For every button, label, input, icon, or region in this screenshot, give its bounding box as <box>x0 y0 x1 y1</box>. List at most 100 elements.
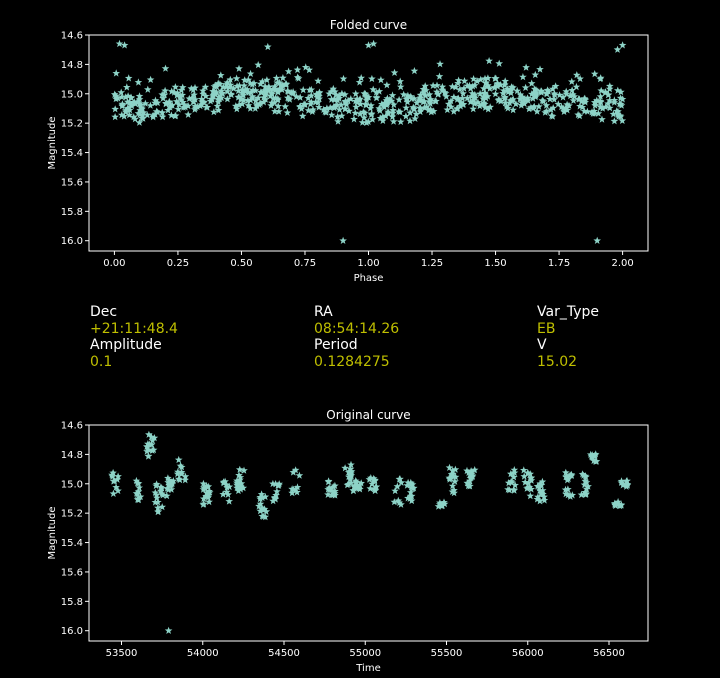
data-point <box>217 89 226 97</box>
data-point <box>622 482 631 490</box>
data-point <box>372 94 381 102</box>
y-tick-label: 16.0 <box>61 236 83 247</box>
data-point <box>588 451 597 459</box>
data-point <box>544 87 553 95</box>
data-point <box>438 82 447 91</box>
info-dec: Dec +21:11:48.4 Amplitude 0.1 <box>90 304 178 370</box>
data-point <box>456 85 464 93</box>
data-point <box>185 94 194 102</box>
data-point <box>419 88 428 96</box>
x-tick-label: 0.50 <box>230 258 252 269</box>
y-tick-label: 14.6 <box>61 421 83 432</box>
y-tick-label: 15.6 <box>61 177 83 188</box>
data-point <box>274 94 282 103</box>
data-point <box>309 105 317 113</box>
data-point <box>574 95 583 103</box>
data-point <box>130 98 139 106</box>
data-point <box>333 112 342 121</box>
data-point <box>562 472 571 480</box>
data-point <box>525 105 533 113</box>
data-point <box>202 488 211 497</box>
data-point <box>198 97 206 105</box>
data-point <box>527 485 535 493</box>
data-point <box>484 74 492 82</box>
data-point <box>125 111 134 119</box>
data-point <box>614 110 622 119</box>
data-point <box>223 78 232 86</box>
data-point <box>299 86 307 94</box>
data-point <box>606 104 614 112</box>
x-tick-label: 0.00 <box>103 258 125 269</box>
data-point <box>416 107 425 116</box>
data-point <box>382 96 391 104</box>
data-point <box>581 477 590 485</box>
data-point <box>126 106 134 114</box>
data-point <box>200 98 208 106</box>
data-point <box>425 90 434 98</box>
data-point <box>456 102 465 110</box>
data-point <box>522 63 530 71</box>
data-point <box>578 470 587 478</box>
data-point <box>573 71 581 79</box>
data-point <box>402 95 411 103</box>
folded-y-label: Magnitude <box>47 117 58 170</box>
data-point <box>506 96 515 104</box>
data-point <box>389 109 397 117</box>
data-point <box>469 75 478 83</box>
data-point <box>505 486 514 494</box>
data-point <box>596 92 605 100</box>
data-point <box>512 100 520 108</box>
data-point <box>480 84 488 92</box>
data-point <box>406 108 414 117</box>
data-point <box>536 479 544 487</box>
data-point <box>231 102 240 110</box>
v-label: V <box>537 337 547 353</box>
y-tick-label: 14.8 <box>61 450 83 461</box>
data-point <box>196 102 204 110</box>
data-point <box>433 81 441 89</box>
data-point <box>523 468 532 477</box>
data-point <box>356 95 364 103</box>
folded-y-ticks: 14.6 14.8 15.0 15.2 15.4 15.6 15.8 16.0 <box>61 31 89 247</box>
data-point <box>314 77 322 85</box>
data-point <box>214 106 223 114</box>
data-point <box>555 91 564 99</box>
data-point <box>533 482 542 490</box>
data-point <box>298 112 307 120</box>
data-point <box>244 101 253 109</box>
original-chart-title: Original curve <box>326 408 410 422</box>
data-point <box>264 86 273 94</box>
x-tick-label: 2.00 <box>611 258 633 269</box>
data-point <box>315 94 323 103</box>
data-point <box>338 111 346 120</box>
data-point <box>466 474 475 482</box>
data-point <box>513 86 521 95</box>
data-point <box>510 473 518 481</box>
folded-plot-frame <box>88 34 649 252</box>
data-point <box>481 103 490 111</box>
data-point <box>269 85 277 93</box>
data-point <box>617 500 626 508</box>
data-point <box>222 480 231 488</box>
data-point <box>217 71 225 79</box>
data-point <box>127 93 135 101</box>
data-point <box>292 92 301 100</box>
data-point <box>339 236 347 244</box>
data-point <box>326 103 334 112</box>
data-point <box>505 99 514 107</box>
data-point <box>467 468 476 476</box>
data-point <box>181 476 189 484</box>
data-point <box>171 83 180 91</box>
data-point <box>568 491 577 499</box>
data-point <box>504 104 512 112</box>
data-point <box>347 479 355 487</box>
data-point <box>590 98 599 106</box>
data-point <box>362 118 371 126</box>
data-point <box>111 105 119 113</box>
data-point <box>378 100 386 108</box>
data-point <box>333 101 341 109</box>
data-point <box>167 111 176 119</box>
data-point <box>382 112 390 120</box>
x-tick-label: 55000 <box>349 648 381 659</box>
data-point <box>161 86 169 94</box>
